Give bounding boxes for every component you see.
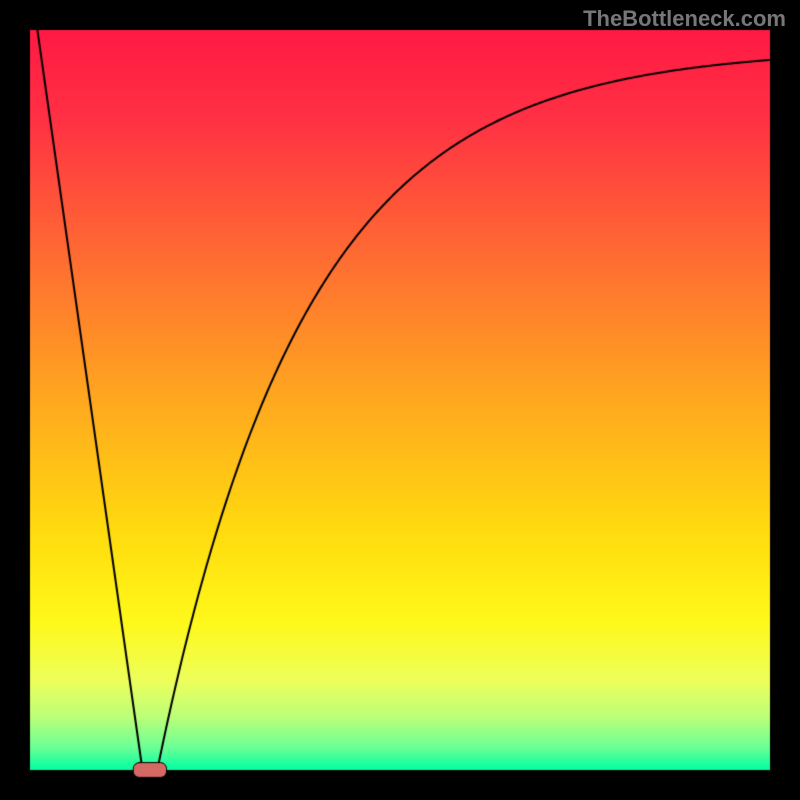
chart-container: TheBottleneck.com [0, 0, 800, 800]
bottleneck-chart-canvas [0, 0, 800, 800]
watermark-text: TheBottleneck.com [583, 6, 786, 32]
